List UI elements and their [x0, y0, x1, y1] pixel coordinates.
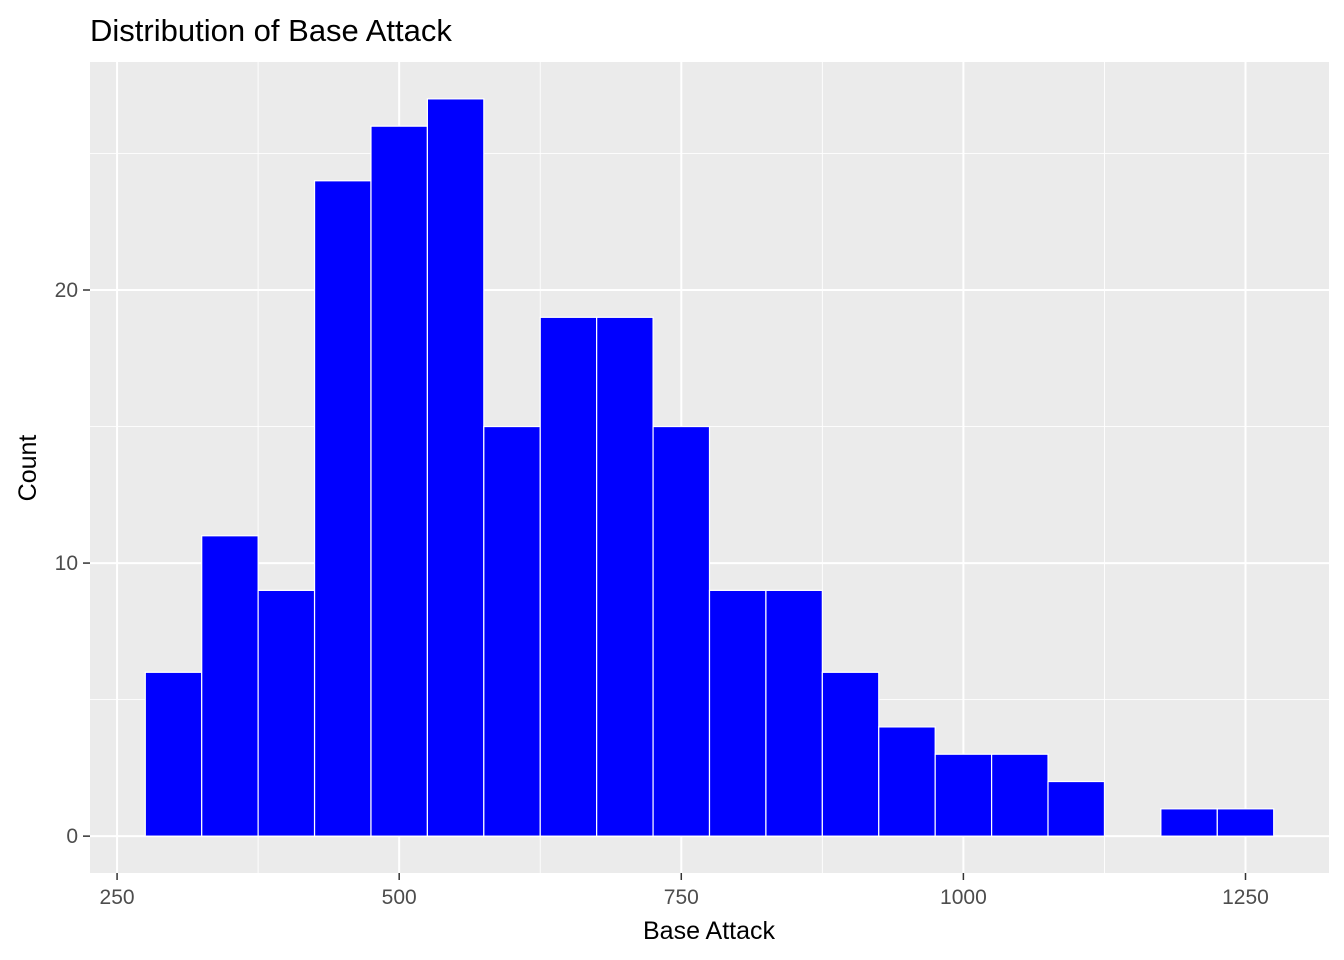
y-tick-label: 10 — [55, 552, 78, 575]
chart-title: Distribution of Base Attack — [90, 13, 452, 48]
histogram-bar — [821, 671, 880, 837]
histogram-bar — [708, 589, 767, 837]
histogram-bar — [1216, 808, 1275, 837]
histogram-bar — [370, 125, 428, 837]
y-tick-label: 0 — [66, 825, 78, 848]
y-axis-title: Count — [14, 435, 42, 502]
x-tick-label: 500 — [382, 886, 417, 909]
x-tick-label: 250 — [100, 886, 135, 909]
histogram-bar — [144, 671, 203, 837]
histogram-bars — [144, 98, 1275, 837]
histogram-bar — [991, 753, 1049, 837]
histogram-bar — [1160, 808, 1218, 837]
histogram-bar — [483, 425, 541, 837]
histogram-bar — [201, 535, 259, 837]
histogram-bar — [1047, 780, 1106, 837]
axis-tick-labels: 250 500 750 1000 1250 0 10 20 — [55, 279, 1269, 909]
histogram-bar — [765, 589, 823, 837]
x-axis-title: Base Attack — [643, 917, 776, 945]
histogram-bar — [257, 589, 316, 837]
axis-ticks — [83, 289, 1247, 880]
x-tick-label: 750 — [664, 886, 699, 909]
x-tick-label: 1000 — [940, 886, 987, 909]
histogram-bar — [878, 726, 936, 837]
y-tick-label: 20 — [55, 279, 78, 302]
histogram-bar — [652, 425, 711, 837]
x-tick-label: 1250 — [1222, 886, 1269, 909]
histogram-bar — [539, 316, 598, 837]
histogram-bar — [934, 753, 993, 837]
histogram-bar — [313, 180, 372, 837]
histogram-bar — [426, 98, 485, 837]
histogram-bar — [596, 316, 654, 837]
